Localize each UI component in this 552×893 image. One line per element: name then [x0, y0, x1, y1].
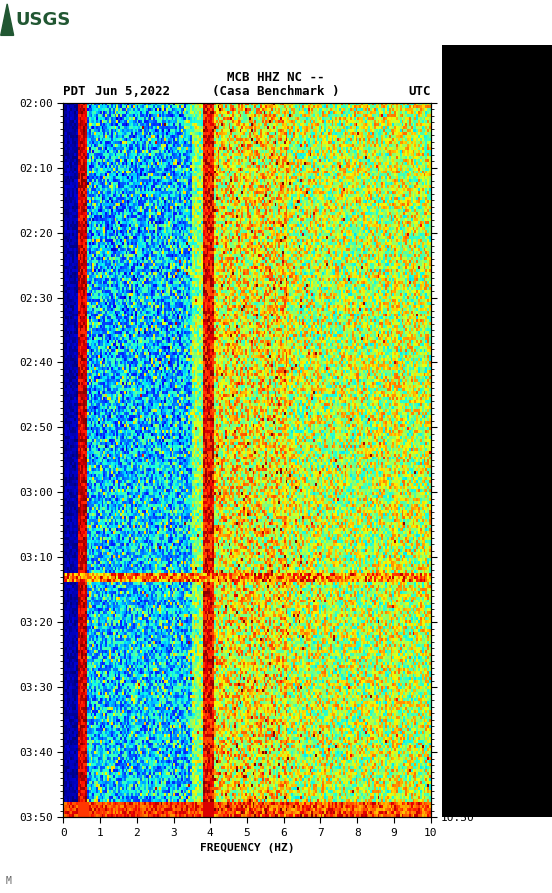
Text: UTC: UTC — [408, 86, 431, 98]
X-axis label: FREQUENCY (HZ): FREQUENCY (HZ) — [200, 843, 294, 853]
Text: USGS: USGS — [16, 11, 71, 29]
Text: M: M — [6, 876, 12, 886]
Text: Jun 5,2022: Jun 5,2022 — [95, 86, 170, 98]
Polygon shape — [1, 4, 14, 36]
Text: MCB HHZ NC --: MCB HHZ NC -- — [227, 71, 325, 84]
Text: (Casa Benchmark ): (Casa Benchmark ) — [213, 86, 339, 98]
Text: PDT: PDT — [63, 86, 86, 98]
